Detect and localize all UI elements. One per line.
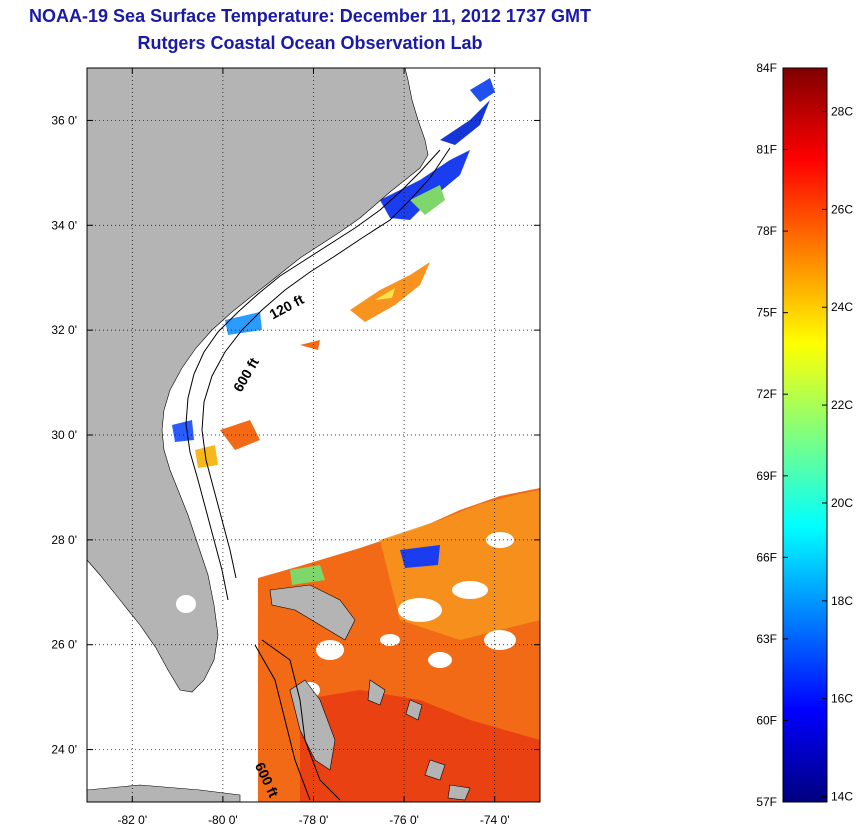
colorbar-label-f: 81F [756, 143, 777, 157]
colorbar-label-f: 84F [756, 61, 777, 75]
colorbar-label-c: 28C [831, 104, 853, 118]
lake-okeechobee [176, 595, 196, 613]
lat-tick-label: 36 0' [51, 113, 77, 127]
lat-tick-label: 28 0' [51, 533, 77, 547]
colorbar-ticks: 84F 81F 78F 75F 72F 69F 66F 63F 60F 57F 28C 26C 24C 2… [756, 61, 853, 809]
colorbar-label-c: 20C [831, 496, 853, 510]
map-subtitle: Rutgers Coastal Ocean Observation Lab [137, 33, 483, 53]
colorbar-label-c: 24C [831, 300, 853, 314]
lon-tick-label: -78 0' [299, 813, 329, 827]
lat-tick-label: 32 0' [51, 323, 77, 337]
lon-tick-label: -80 0' [208, 813, 238, 827]
colorbar-label-c: 18C [831, 594, 853, 608]
colorbar-label-f: 60F [756, 713, 777, 727]
lat-tick-label: 34 0' [51, 218, 77, 232]
sst-cool-patches [172, 78, 495, 585]
colorbar-label-c: 14C [831, 790, 853, 804]
lon-tick-label: -74 0' [480, 813, 510, 827]
colorbar-label-c: 16C [831, 692, 853, 706]
colorbar-label-f: 63F [756, 632, 777, 646]
colorbar-label-f: 66F [756, 550, 777, 564]
lat-tick-label: 24 0' [51, 743, 77, 757]
colorbar-label-c: 22C [831, 398, 853, 412]
lon-tick-label: -82 0' [117, 813, 147, 827]
map-title: NOAA-19 Sea Surface Temperature: Decembe… [29, 6, 591, 26]
colorbar-label-c: 26C [831, 202, 853, 216]
land-bahamas [87, 584, 471, 802]
colorbar-label-f: 78F [756, 224, 777, 238]
lat-tick-label: 30 0' [51, 428, 77, 442]
land-us-coast [87, 68, 429, 693]
sst-hot-field [300, 690, 540, 802]
map-ticks: -82 0' -80 0' -78 0' -76 0' -74 0' 24 0' 26 0'… [51, 68, 540, 827]
lat-tick-label: 26 0' [51, 638, 77, 652]
colorbar-label-f: 75F [756, 306, 777, 320]
isobath-contours [185, 147, 451, 801]
colorbar-label-f: 69F [756, 469, 777, 483]
colorbar-label-f: 72F [756, 387, 777, 401]
colorbar [782, 67, 828, 803]
lon-tick-label: -76 0' [389, 813, 419, 827]
colorbar-label-f: 57F [756, 795, 777, 809]
